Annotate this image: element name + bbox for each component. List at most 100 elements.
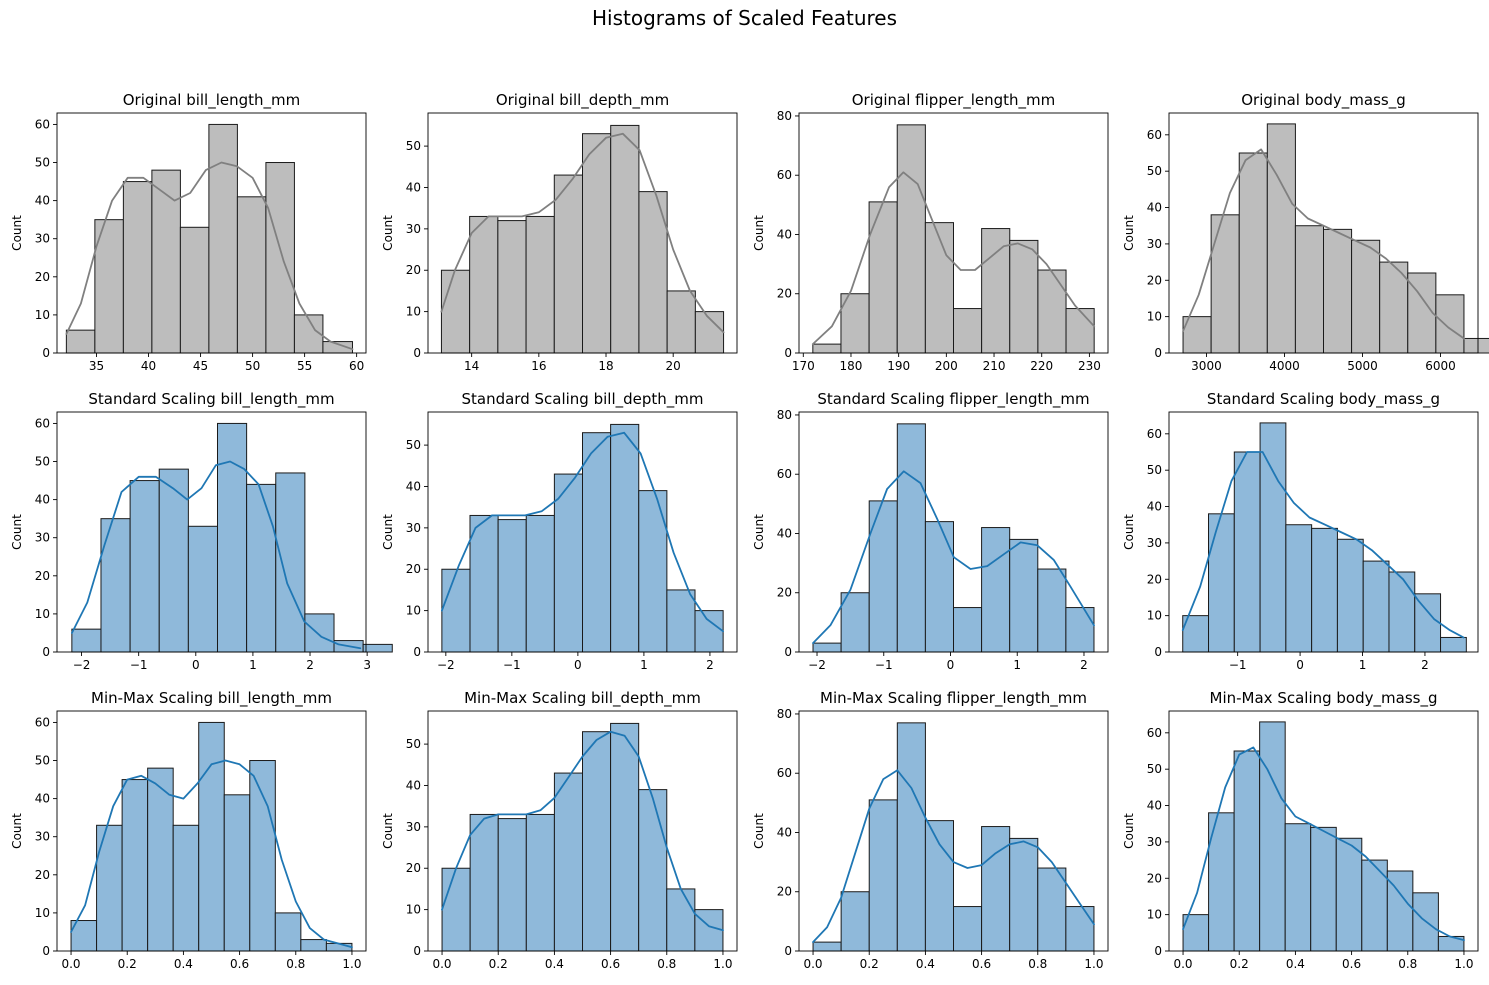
x-tick-label: 50 <box>245 359 260 373</box>
axes-frame <box>1168 710 1479 952</box>
histogram-bar <box>582 432 612 653</box>
axes-frame <box>798 112 1109 354</box>
histogram-bar <box>953 607 983 653</box>
x-tick-label: 0.8 <box>1028 957 1047 971</box>
y-tick-label: 40 <box>35 194 50 208</box>
x-tick-label: 0.6 <box>230 957 249 971</box>
y-tick-label: 20 <box>1147 273 1162 287</box>
y-axis-label: Count <box>1122 514 1136 550</box>
histogram-bar <box>65 329 96 354</box>
subplot-12: Min-Max Scaling body_mass_g Count 0.0 0.2 0.… <box>1122 689 1479 971</box>
subplot-title: Standard Scaling bill_length_mm <box>88 390 334 409</box>
histogram-bar <box>1335 837 1363 952</box>
histogram-bar <box>121 779 149 952</box>
y-tick-label: 80 <box>777 707 792 721</box>
histogram-bar <box>924 820 955 952</box>
axes-frame <box>427 112 738 354</box>
x-tick-label: 0.6 <box>972 957 991 971</box>
histogram-bar <box>246 483 277 653</box>
y-tick-label: 0 <box>1154 944 1162 958</box>
kde-line <box>812 769 1095 943</box>
histogram-bar <box>1065 308 1095 354</box>
histogram-bar <box>187 525 218 653</box>
x-tick-label: 230 <box>1078 359 1101 373</box>
y-tick-label: 0 <box>1154 346 1162 360</box>
kde-line <box>1182 148 1465 340</box>
x-tick-label: 0.8 <box>657 957 676 971</box>
y-tick-label: 40 <box>777 227 792 241</box>
x-tick-label: 0.4 <box>1286 957 1305 971</box>
y-tick-label: 0 <box>42 346 50 360</box>
x-tick-label: 170 <box>792 359 815 373</box>
histogram-bar <box>1463 337 1489 354</box>
x-tick-label: 2 <box>706 658 714 672</box>
axes-frame <box>56 112 367 354</box>
y-tick-label: 40 <box>406 778 421 792</box>
histogram-bar <box>1009 538 1039 653</box>
histogram-bar <box>441 867 471 952</box>
y-axis-label: Count <box>752 514 766 550</box>
histogram-bar <box>208 123 238 354</box>
kde-line <box>1181 451 1465 639</box>
subplot-title: Original bill_length_mm <box>123 91 301 110</box>
kde-line <box>65 161 354 351</box>
histogram-bar <box>172 824 200 952</box>
y-tick-label: 20 <box>1147 572 1162 586</box>
y-tick-label: 20 <box>406 861 421 875</box>
subplot-1: Original bill_length_mm Count 35 40 45 50 55 60… <box>10 91 367 373</box>
y-axis-label: Count <box>1122 813 1136 849</box>
histogram-bar <box>1414 593 1442 653</box>
histogram-bar <box>666 290 696 354</box>
y-tick-label: 40 <box>1147 500 1162 514</box>
x-tick-label: 1.0 <box>1454 957 1473 971</box>
axes-frame <box>427 411 738 653</box>
y-tick-label: 10 <box>406 903 421 917</box>
y-tick-label: 30 <box>406 820 421 834</box>
histogram-bar <box>198 721 225 952</box>
histogram-bar <box>896 423 926 653</box>
x-tick-label: 3 <box>363 658 371 672</box>
y-tick-label: 50 <box>406 438 421 452</box>
y-tick-label: 50 <box>1147 762 1162 776</box>
y-tick-label: 10 <box>35 607 50 621</box>
subplot-2: Original bill_depth_mm Count 14 16 18 20 0 10 20… <box>381 91 738 373</box>
histogram-bar <box>1009 837 1039 952</box>
histogram-bar <box>553 174 583 354</box>
x-tick-label: 35 <box>89 359 104 373</box>
kde-line <box>70 759 353 949</box>
x-tick-label: 0.6 <box>1342 957 1361 971</box>
histogram-bar <box>94 219 124 354</box>
histogram-bar <box>666 888 696 952</box>
x-tick-label: 180 <box>840 359 863 373</box>
y-tick-label: 50 <box>35 754 50 768</box>
histogram-bar <box>1285 524 1313 653</box>
y-tick-label: 10 <box>406 305 421 319</box>
x-tick-label: 0.4 <box>545 957 564 971</box>
subplot-title: Standard Scaling bill_depth_mm <box>461 390 703 409</box>
x-tick-label: 0 <box>192 658 200 672</box>
y-axis-label: Count <box>752 813 766 849</box>
histogram-bar <box>1259 422 1287 653</box>
subplot-title: Original flipper_length_mm <box>852 91 1056 110</box>
histogram-bar <box>1065 906 1095 952</box>
histogram-bar <box>981 826 1011 952</box>
histogram-bar <box>100 518 131 653</box>
histogram-bar <box>840 891 870 952</box>
y-tick-label: 20 <box>35 270 50 284</box>
y-tick-label: 10 <box>406 604 421 618</box>
y-axis-label: Count <box>381 813 395 849</box>
x-tick-label: 1 <box>640 658 648 672</box>
y-tick-label: 50 <box>1147 463 1162 477</box>
histogram-bar <box>981 527 1011 653</box>
x-tick-label: 0.0 <box>432 957 451 971</box>
histogram-bar <box>1233 750 1261 952</box>
y-tick-label: 60 <box>1147 128 1162 142</box>
y-tick-label: 20 <box>406 263 421 277</box>
x-tick-label: 0 <box>574 658 582 672</box>
y-tick-label: 40 <box>1147 799 1162 813</box>
y-tick-label: 40 <box>35 792 50 806</box>
